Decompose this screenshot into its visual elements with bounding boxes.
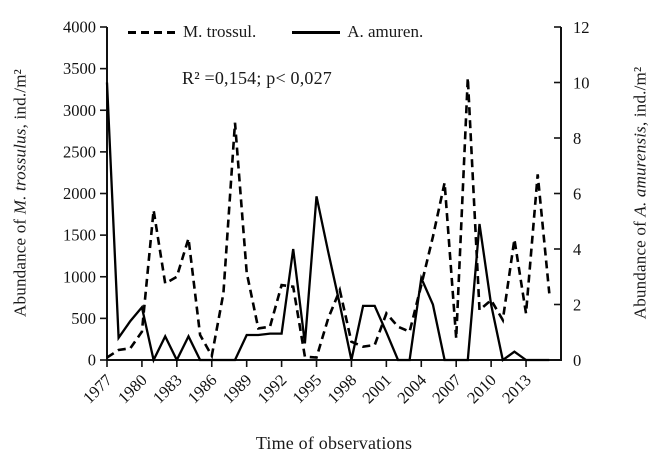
legend-label-a-amurensis: A. amuren.	[347, 22, 424, 41]
right-tick-label: 6	[573, 185, 581, 204]
x-tick-label: 2001	[358, 370, 395, 407]
left-tick-label: 3500	[63, 59, 96, 78]
left-axis-title-prefix: Abundance of	[10, 214, 30, 317]
left-tick-label: 4000	[63, 18, 96, 37]
legend-item-a-amurensis: A. amuren.	[292, 22, 423, 42]
chart-legend: M. trossul. A. amuren.	[128, 22, 423, 42]
x-tick-label: 1995	[289, 370, 326, 407]
left-tick-label: 2000	[63, 184, 96, 203]
right-tick-label: 10	[573, 74, 590, 93]
right-axis-ticks: 0 2 4 6 8 10 12	[554, 18, 590, 370]
left-axis-title-suffix: , ind./m²	[10, 69, 30, 129]
x-tick-label: 2013	[498, 370, 535, 407]
right-axis-title: Abundance of A. amurensis, ind./m²	[631, 21, 651, 366]
solid-line-sample-icon	[292, 30, 341, 34]
left-tick-label: 0	[88, 351, 96, 370]
x-tick-label: 1998	[323, 370, 360, 407]
x-axis-ticks: 1977198019831986198919921995199820012004…	[79, 360, 535, 407]
right-tick-label: 8	[573, 129, 581, 148]
left-axis-title: Abundance of M. trossulus, ind./m²	[11, 21, 31, 366]
x-tick-label: 2007	[428, 370, 465, 407]
left-tick-label: 500	[71, 309, 96, 328]
left-tick-label: 2500	[63, 142, 96, 161]
left-tick-label: 1000	[63, 267, 96, 286]
left-axis-ticks: 0 500 1000 1500 2000 2500 3000 3500 4000	[63, 18, 107, 370]
x-tick-label: 1977	[79, 370, 116, 407]
right-tick-label: 0	[573, 351, 581, 370]
series-line-m-trossulus	[106, 77, 551, 360]
right-axis-title-prefix: Abundance of	[630, 216, 650, 320]
regression-annotation: R² =0,154; p< 0,027	[181, 68, 332, 88]
left-tick-label: 1500	[63, 226, 96, 245]
x-tick-label: 1986	[184, 370, 221, 407]
x-tick-label: 2010	[463, 370, 500, 407]
dashed-line-sample-icon	[128, 30, 176, 34]
x-tick-label: 1989	[219, 370, 256, 407]
series-line-a-amurensis	[105, 82, 550, 364]
x-tick-label: 1980	[114, 370, 151, 407]
legend-label-m-trossulus: M. trossul.	[183, 22, 257, 41]
x-axis-title: Time of observations	[255, 433, 413, 453]
right-tick-label: 4	[573, 240, 581, 259]
left-axis-title-species: M. trossulus	[10, 128, 30, 215]
right-axis-title-suffix: , ind./m²	[630, 66, 650, 127]
x-tick-label: 2004	[393, 370, 430, 407]
left-tick-label: 3000	[63, 101, 96, 120]
legend-item-m-trossulus: M. trossul.	[128, 22, 256, 42]
right-tick-label: 2	[573, 296, 581, 315]
x-tick-label: 1983	[149, 370, 186, 407]
x-tick-label: 1992	[254, 370, 291, 407]
right-axis-title-species: A. amurensis	[630, 126, 650, 217]
right-tick-label: 12	[573, 18, 590, 37]
